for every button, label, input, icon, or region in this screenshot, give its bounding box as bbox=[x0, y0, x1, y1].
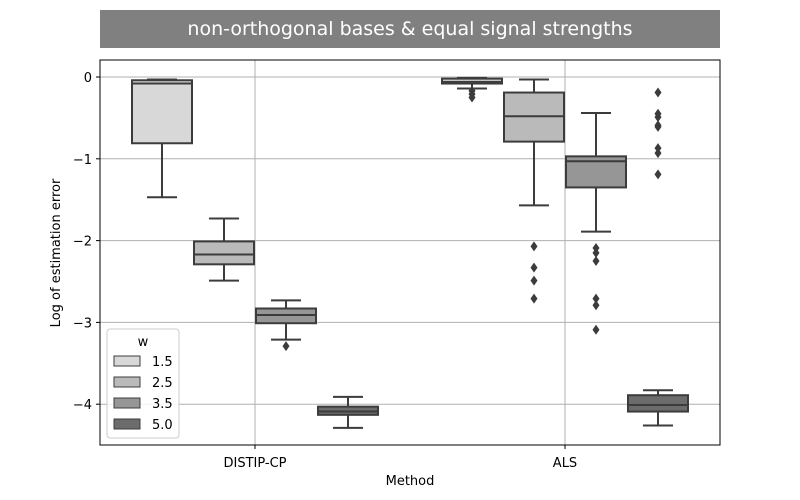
outlier-point bbox=[654, 148, 662, 159]
legend-label: 3.5 bbox=[152, 397, 173, 412]
legend-swatch bbox=[113, 376, 141, 388]
outlier-point bbox=[654, 112, 662, 123]
y-tick-label: −3 bbox=[73, 316, 92, 331]
outlier-point bbox=[530, 293, 538, 304]
chart-title: non-orthogonal bases & equal signal stre… bbox=[100, 10, 720, 48]
outlier-point bbox=[530, 262, 538, 273]
plot-frame bbox=[99, 59, 721, 446]
box-iqr bbox=[627, 394, 689, 413]
box-3.5-ALS bbox=[565, 111, 627, 335]
outlier-point bbox=[654, 121, 662, 132]
x-tick-label: DISTIP-CP bbox=[223, 456, 286, 471]
outlier-point bbox=[592, 300, 600, 311]
box-2.5-ALS bbox=[503, 78, 565, 304]
y-tick-label: −2 bbox=[73, 235, 92, 250]
box-iqr bbox=[193, 240, 255, 266]
y-tick-label: 0 bbox=[84, 71, 92, 86]
outlier-point bbox=[592, 293, 600, 304]
legend-swatch bbox=[113, 355, 141, 367]
axis-layer: 0 −1 −2 −3 −4 DISTIP-CP ALS bbox=[73, 71, 577, 471]
box-5.0-ALS bbox=[627, 87, 689, 427]
y-axis-label: Log of estimation error bbox=[49, 178, 64, 327]
box-1.5-ALS bbox=[441, 76, 503, 103]
outlier-point bbox=[592, 256, 600, 267]
legend-title: w bbox=[138, 335, 149, 350]
box-3.5-DISTIP-CP bbox=[255, 299, 317, 352]
outlier-point bbox=[592, 247, 600, 258]
outlier-point bbox=[592, 324, 600, 335]
box-1.5-DISTIP-CP bbox=[131, 78, 193, 199]
outlier-point bbox=[530, 241, 538, 252]
outlier-point bbox=[654, 87, 662, 98]
legend-swatch bbox=[113, 397, 141, 409]
y-tick-label: −1 bbox=[73, 153, 92, 168]
legend-swatch bbox=[113, 418, 141, 430]
box-5.0-DISTIP-CP bbox=[317, 395, 379, 429]
legend-label: 1.5 bbox=[152, 355, 173, 370]
outlier-point bbox=[654, 169, 662, 180]
x-axis-label: Method bbox=[386, 474, 435, 489]
legend-label: 2.5 bbox=[152, 376, 173, 391]
outlier-point bbox=[282, 341, 290, 352]
box-layer bbox=[131, 76, 689, 429]
legend: w1.5 2.5 3.5 5.0 bbox=[106, 328, 180, 439]
legend-label: 5.0 bbox=[152, 418, 173, 433]
outlier-point bbox=[530, 275, 538, 286]
outlier-point bbox=[468, 92, 476, 103]
box-iqr bbox=[131, 79, 193, 145]
box-2.5-DISTIP-CP bbox=[193, 217, 255, 282]
y-tick-label: −4 bbox=[73, 398, 92, 413]
x-tick-label: ALS bbox=[553, 456, 577, 471]
